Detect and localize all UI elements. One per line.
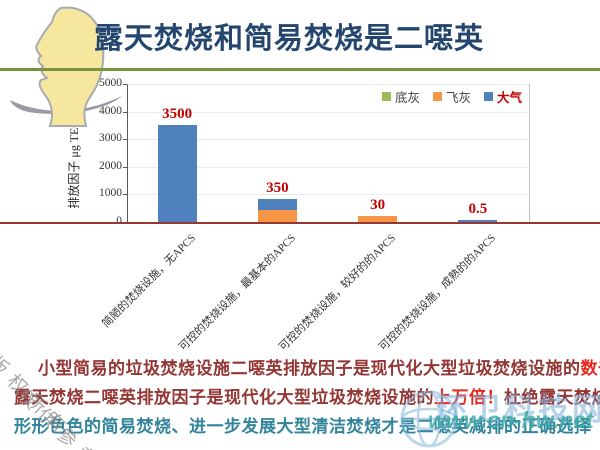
bar-data-label: 0.5 [468, 201, 488, 218]
bar-data-label: 3500 [162, 106, 193, 123]
footer-line: 形形色色的简易焚烧、进一步发展大型清洁焚烧才是二噁英减排的正确选择 [14, 412, 596, 441]
bottom-ash-swatch-icon [381, 92, 391, 101]
bar-data-label: 30 [370, 197, 386, 214]
title-divider-line [0, 68, 600, 71]
legend-item-fly-ash: 飞灰 [432, 87, 471, 106]
bar-segment-大气 [458, 220, 498, 222]
legend-label: 飞灰 [445, 91, 471, 105]
legend-label: 大气 [496, 91, 522, 105]
site-name-watermark: 环卫科技网 [436, 392, 600, 427]
gridline [128, 111, 528, 113]
gridline [128, 139, 528, 141]
footer-text-span: 数千倍！ [580, 359, 600, 378]
legend-label: 底灰 [394, 91, 420, 105]
y-tick-label: 3000 [99, 132, 122, 145]
footer-text-span: 小型简易的垃圾焚烧设施二噁英排放因子是现代化大型垃圾焚烧设施的 [38, 359, 581, 378]
gridline [128, 166, 528, 168]
shoulder-swoosh-shape [10, 96, 122, 115]
site-url-watermark: www.cn-hw.net [428, 407, 594, 433]
y-tick-mark [123, 166, 127, 168]
y-tick-label: 2000 [99, 159, 122, 172]
footer-text-span: 露天焚烧二噁英排放因子是现代化大型垃圾焚烧设施的 [14, 388, 434, 407]
y-tick-label: 0 [116, 215, 122, 227]
legend-item-atmosphere: 大气 [483, 87, 522, 106]
y-tick-mark [123, 139, 127, 141]
x-category-label: 可控的焚烧设施，成熟的的APCS [377, 232, 499, 354]
slide-title: 露天焚烧和简易焚烧是二噁英 [94, 23, 485, 55]
bar-data-label: 350 [266, 179, 289, 196]
footer-line: 小型简易的垃圾焚烧设施二噁英排放因子是现代化大型垃圾焚烧设施的数千倍！ [14, 354, 600, 383]
y-tick-mark [123, 194, 127, 196]
footer-text-block: 小型简易的垃圾焚烧设施二噁英排放因子是现代化大型垃圾焚烧设施的数千倍！ 露天焚烧二… [14, 354, 600, 441]
x-axis-line [0, 222, 600, 224]
atmosphere-swatch-icon [483, 92, 493, 101]
y-tick-mark [123, 84, 127, 85]
x-category-label: 简陋的焚烧设施，无APCS [99, 232, 198, 331]
head-silhouette-graphic [10, 6, 122, 127]
globe-watermark-icon [400, 390, 458, 448]
gridline [128, 194, 528, 196]
y-tick-label: 4000 [99, 104, 122, 117]
bar-segment-飞灰 [257, 209, 297, 222]
fly-ash-swatch-icon [432, 92, 442, 101]
chart-legend: 底灰 飞灰 大气 [381, 87, 522, 106]
gridline [128, 84, 528, 85]
y-tick-label: 1000 [99, 187, 122, 200]
y-tick-label: 5000 [99, 77, 122, 89]
bar-segment-大气 [257, 198, 297, 210]
legend-item-bottom-ash: 底灰 [381, 87, 420, 106]
footer-text-span: 杜绝露天焚烧、杜绝 [504, 388, 600, 407]
footer-text-span: 形形色色的简易焚烧、进一步发展大型清洁焚烧才是二噁英减排的正确选择 [14, 417, 592, 436]
bar-segment-大气 [157, 125, 197, 222]
bar-segment-飞灰 [358, 216, 398, 222]
head-profile-shape [35, 6, 105, 127]
y-tick-mark [123, 111, 127, 113]
